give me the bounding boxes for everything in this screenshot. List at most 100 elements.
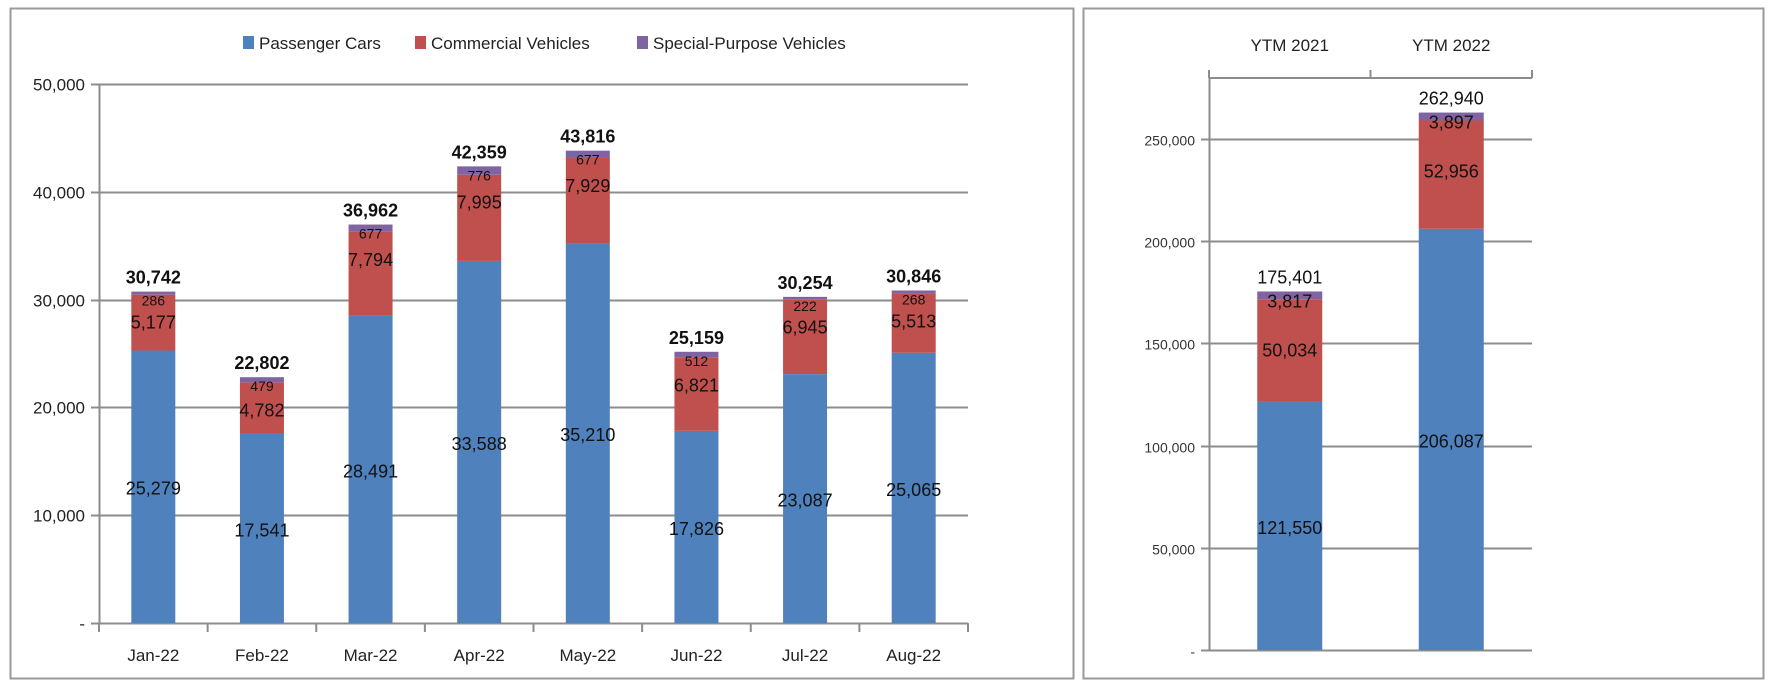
total-label: 30,742 (126, 268, 181, 288)
x-tick-label: Mar-22 (344, 646, 398, 665)
x-tick-label: Jul-22 (782, 646, 828, 665)
data-label-passenger-cars: 17,541 (234, 520, 289, 540)
bar-segment-special-purpose-vehicles (457, 166, 502, 175)
x-tick-label: Jan-22 (127, 646, 179, 665)
y-tick-label: 40,000 (33, 184, 85, 203)
data-label-special-purpose-vehicles: 222 (793, 298, 817, 314)
total-label: 175,401 (1257, 267, 1322, 287)
data-label-commercial-vehicles: 4,782 (239, 400, 284, 420)
data-label-passenger-cars: 206,087 (1419, 431, 1484, 451)
bar-stack-ytm-2021: 121,550 50,034 3,817 175,401 (1257, 267, 1322, 650)
y-tick-label: 200,000 (1144, 235, 1195, 251)
y-tick-label: 250,000 (1144, 133, 1195, 149)
y-tick-label: 50,000 (33, 76, 85, 95)
bar-segment-commercial-vehicles (457, 174, 502, 261)
bar-stack-feb-22: 17,541 4,782 479 22,802 (234, 353, 289, 623)
bar-segment-passenger-cars (891, 352, 936, 623)
legend-swatch-commercial-vehicles (415, 36, 426, 49)
total-label: 25,159 (669, 328, 724, 348)
data-label-commercial-vehicles: 6,945 (783, 317, 828, 337)
data-label-passenger-cars: 28,491 (343, 461, 398, 481)
data-label-special-purpose-vehicles: 3,897 (1429, 113, 1474, 133)
data-label-passenger-cars: 121,550 (1257, 518, 1322, 538)
data-label-passenger-cars: 25,279 (126, 479, 181, 499)
data-label-commercial-vehicles: 7,794 (348, 250, 393, 270)
data-label-special-purpose-vehicles: 479 (250, 378, 274, 394)
bar-segment-commercial-vehicles (674, 357, 719, 431)
legend-swatch-passenger-cars (243, 36, 254, 49)
bar-segment-commercial-vehicles (1257, 299, 1323, 402)
data-label-special-purpose-vehicles: 512 (685, 353, 709, 369)
legend-swatch-special-purpose-vehicles (637, 36, 648, 49)
bar-segment-special-purpose-vehicles (783, 296, 828, 300)
data-label-passenger-cars: 33,588 (452, 434, 507, 454)
total-label: 30,846 (886, 266, 941, 286)
bar-segment-passenger-cars (1257, 401, 1323, 650)
data-label-commercial-vehicles: 5,513 (891, 311, 936, 331)
x-tick-label: Feb-22 (235, 646, 289, 665)
data-label-commercial-vehicles: 5,177 (131, 313, 176, 333)
bar-stack-jan-22: 25,279 5,177 286 30,742 (126, 268, 181, 623)
data-label-special-purpose-vehicles: 677 (359, 226, 383, 242)
bar-stack-ytm-2022: 206,087 52,956 3,897 262,940 (1419, 89, 1484, 650)
legend-label-commercial-vehicles: Commercial Vehicles (431, 34, 590, 53)
x-tick-label: Aug-22 (886, 646, 941, 665)
legend-label-special-purpose-vehicles: Special-Purpose Vehicles (653, 34, 846, 53)
bar-segment-special-purpose-vehicles (348, 224, 393, 232)
bar-segment-commercial-vehicles (783, 299, 828, 375)
legend-item-commercial-vehicles: Commercial Vehicles (415, 34, 590, 53)
data-label-special-purpose-vehicles: 776 (468, 167, 492, 183)
data-label-passenger-cars: 35,210 (560, 425, 615, 445)
y-tick-label: 50,000 (1152, 542, 1195, 558)
bar-segment-passenger-cars (131, 350, 176, 623)
y-tick-label: 150,000 (1144, 337, 1195, 353)
bar-segment-passenger-cars (239, 433, 284, 623)
legend-item-passenger-cars: Passenger Cars (243, 34, 381, 53)
total-label: 30,254 (778, 273, 833, 293)
y-tick-label: 10,000 (33, 507, 85, 526)
bar-segment-special-purpose-vehicles (1418, 112, 1484, 121)
total-label: 36,962 (343, 201, 398, 221)
data-label-passenger-cars: 17,826 (669, 519, 724, 539)
bar-segment-special-purpose-vehicles (565, 150, 610, 158)
data-label-passenger-cars: 23,087 (778, 491, 833, 511)
bar-segment-commercial-vehicles (131, 294, 176, 351)
data-label-special-purpose-vehicles: 3,817 (1267, 291, 1312, 311)
data-label-special-purpose-vehicles: 677 (576, 152, 600, 168)
x-tick-label: YTM 2022 (1412, 36, 1490, 55)
bar-segment-passenger-cars (565, 243, 610, 623)
y-tick-label: 100,000 (1144, 440, 1195, 456)
legend: Passenger Cars Commercial Vehicles Speci… (243, 34, 846, 53)
bar-segment-passenger-cars (348, 315, 393, 623)
data-label-commercial-vehicles: 52,956 (1424, 162, 1479, 182)
bar-segment-special-purpose-vehicles (891, 290, 936, 294)
y-tick-label: 20,000 (33, 399, 85, 418)
bar-stack-apr-22: 33,588 7,995 776 42,359 (452, 142, 507, 623)
y-tick-label: - (79, 615, 85, 634)
bar-segment-special-purpose-vehicles (1257, 291, 1323, 300)
legend-label-passenger-cars: Passenger Cars (259, 34, 381, 53)
bar-segment-passenger-cars (457, 260, 502, 623)
bar-segment-commercial-vehicles (1418, 120, 1484, 229)
total-label: 22,802 (234, 353, 289, 373)
data-label-commercial-vehicles: 50,034 (1262, 340, 1317, 360)
bar-segment-passenger-cars (1418, 228, 1484, 650)
bar-segment-commercial-vehicles (891, 293, 936, 353)
x-tick-label: Jun-22 (670, 646, 722, 665)
x-tick-label: Apr-22 (454, 646, 505, 665)
bar-segment-special-purpose-vehicles (674, 351, 719, 358)
bar-stack-mar-22: 28,491 7,794 677 36,962 (343, 201, 398, 623)
bar-stack-jun-22: 17,826 6,821 512 25,159 (669, 328, 724, 623)
bar-segment-passenger-cars (674, 430, 719, 623)
total-label: 42,359 (452, 142, 507, 162)
ytm-sales-chart: - 50,000 100,000 150,000 200,000 250,000 121,5… (1144, 36, 1533, 660)
y-tick-label: - (1190, 644, 1195, 660)
bar-stack-aug-22: 25,065 5,513 268 30,846 (886, 266, 941, 623)
bar-stack-may-22: 35,210 7,929 677 43,816 (560, 127, 615, 623)
data-label-special-purpose-vehicles: 286 (142, 293, 166, 309)
bar-segment-special-purpose-vehicles (239, 377, 284, 383)
y-tick-label: 30,000 (33, 292, 85, 311)
data-label-commercial-vehicles: 6,821 (674, 375, 719, 395)
bar-stack-jul-22: 23,087 6,945 222 30,254 (778, 273, 833, 623)
